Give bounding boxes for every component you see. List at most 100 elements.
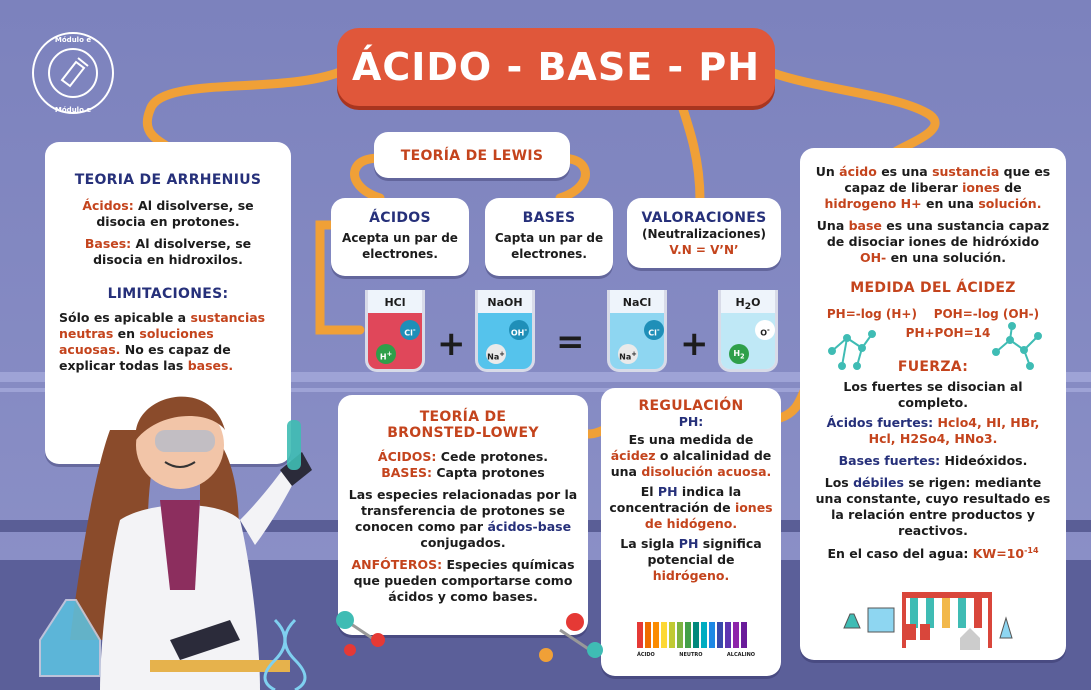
regulacion-heading: REGULACIÓN	[638, 398, 744, 414]
weak-hl: débiles	[853, 475, 904, 490]
reg-text: o alcalinidad de una	[610, 448, 772, 479]
wall-stripe-thin	[0, 388, 1091, 392]
equals-sign: =	[556, 322, 585, 362]
bronsted-heading-2: BRONSTED-LOWEY	[387, 425, 539, 441]
limitations-text: Sólo es apicable a sustancias neutras en…	[59, 310, 277, 374]
lewis-bases-text: Capta un par de electrones.	[494, 231, 604, 261]
strong-acids-label: Ácidos fuertes:	[826, 415, 934, 430]
def-hl: base	[848, 218, 882, 233]
weak-post: se rigen: mediante una constante, cuyo r…	[815, 475, 1051, 538]
fuerza-text: Los fuertes se disocian al completo.	[843, 379, 1023, 410]
ion-charge: +	[631, 350, 637, 358]
ion-text: Cl	[404, 328, 413, 338]
water-text: En el caso del agua:	[827, 546, 969, 562]
ph-sum-formula: PH+POH=14	[905, 326, 991, 340]
limitations-heading: LIMITACIONES:	[107, 286, 229, 302]
molecule-icon	[828, 330, 876, 370]
scale-alkaline-label: ALCALINO	[726, 652, 755, 658]
lab-equipment-icon	[843, 592, 1013, 650]
molecule-icon	[992, 322, 1042, 370]
beaker-nacl: NaCl Cl- Na+	[607, 290, 667, 372]
bronsted-card: TEORÍA DE BRONSTED-LOWEY ÁCIDOS: Cede pr…	[338, 395, 588, 635]
reg-hl: PH	[657, 484, 678, 499]
valoraciones-formula: V.N = V’N’	[669, 243, 739, 257]
formula-sub: 2	[744, 301, 752, 313]
bronsted-bases-label: BASES:	[381, 465, 432, 480]
scale-neutral-label: NEUTRO	[679, 652, 703, 658]
lewis-bases-title: BASES	[522, 210, 576, 226]
def-text: es una	[881, 164, 928, 179]
reg-hl: hidrógeno.	[652, 568, 730, 583]
ion-charge: -	[656, 326, 660, 334]
ion-charge: -	[412, 326, 416, 334]
plus-sign: +	[680, 324, 709, 364]
regulacion-p1: Es una medida de ácidez o alcalinidad de…	[609, 432, 773, 480]
valoraciones-title: VALORACIONES	[641, 210, 767, 226]
definitions-card: Un ácido es una sustancia que es capaz d…	[800, 148, 1066, 660]
ion-oxygen: O-	[755, 320, 775, 340]
ph-formulas: PH=-log (H+) POH=-log (OH-)	[812, 306, 1054, 322]
ion-charge: +	[499, 350, 505, 358]
def-text: en una	[925, 196, 974, 211]
acids-label: Ácidos:	[82, 198, 134, 213]
ion-sodium: Na+	[486, 344, 506, 364]
beaker-label: NaOH	[487, 296, 523, 309]
pairs-tail: conjugados.	[420, 535, 506, 550]
strong-bases-text: Hideóxidos.	[944, 453, 1028, 468]
valoraciones-subtitle: (Neutralizaciones)	[641, 227, 767, 241]
kw-exponent: -14	[1024, 546, 1039, 555]
def-hl: OH-	[859, 250, 887, 265]
regulacion-sub: PH:	[678, 414, 704, 429]
bases-text: Al disolverse, se disocia en hidroxilos.	[93, 236, 252, 267]
ion-text: OH	[510, 328, 525, 338]
reg-text: indica la concentración de	[609, 484, 742, 515]
limits-hl-1: sustancias neutras	[59, 310, 266, 341]
formula-h: H	[735, 296, 745, 309]
poh-formula: POH=-log (OH-)	[933, 307, 1040, 321]
svg-text:Módulo e: Módulo e	[55, 106, 91, 114]
ion-text: Na	[487, 352, 500, 362]
acid-definition: Un ácido es una sustancia que es capaz d…	[812, 164, 1054, 212]
page-title: ÁCIDO - BASE - PH	[337, 28, 775, 106]
amph-label: ANFÓTEROS:	[351, 557, 443, 572]
ph-scale-labels: ÁCIDO NEUTRO ALCALINO	[637, 652, 755, 658]
reg-hl: ácidez	[610, 448, 656, 463]
beaker-hcl: HCl Cl- H+	[365, 290, 425, 372]
scale-acid-label: ÁCIDO	[637, 652, 655, 658]
limits-hl-3: bases.	[187, 358, 234, 373]
water-constant: En el caso del agua: KW=10-14	[812, 543, 1054, 562]
def-hl: iones	[962, 180, 1000, 195]
bases-label: Bases:	[84, 236, 132, 251]
beaker-label: NaCl	[622, 296, 652, 309]
strong-acids: Ácidos fuertes: Hclo4, HI, HBr, Hcl, H2S…	[812, 415, 1054, 447]
fuerza-heading: FUERZA:	[897, 359, 969, 375]
beaker-naoh: NaOH OH- Na+	[475, 290, 535, 372]
lewis-heading: TEORÍA DE LEWIS	[400, 148, 544, 164]
ion-text: H	[379, 352, 387, 362]
regulacion-card: REGULACIÓN PH: Es una medida de ácidez o…	[601, 388, 781, 676]
reg-text: significa potencial de	[647, 536, 762, 567]
ph-scale-tubes	[637, 620, 755, 650]
ion-charge: -	[524, 326, 528, 334]
arrhenius-heading: TEORIA DE ARRHENIUS	[74, 172, 262, 188]
bronsted-acids: ÁCIDOS: Cede protones.	[348, 449, 578, 465]
ion-hydrogen: H2	[729, 344, 749, 364]
ph-scale-icon	[637, 622, 747, 648]
regulacion-p2: El PH indica la concentración de iones d…	[609, 484, 773, 532]
strong-bases: Bases fuertes: Hideóxidos.	[812, 453, 1054, 469]
reg-hl: PH	[678, 536, 699, 551]
strong-acids-list: Hclo4, HI, HBr, Hcl, H2So4, HNo3.	[868, 415, 1040, 446]
reg-text: El	[640, 484, 654, 499]
medida-heading: MEDIDA DEL ÁCIDEZ	[850, 280, 1016, 296]
module-logo: Módulo e Módulo e	[28, 28, 118, 118]
ion-text: H	[733, 349, 741, 358]
bronsted-acids-label: ÁCIDOS:	[377, 449, 437, 464]
def-hl: sustancia	[932, 164, 1000, 179]
lewis-acids-text: Acepta un par de electrones.	[342, 231, 458, 261]
bronsted-bases-text: Capta protones	[436, 465, 545, 480]
ion-sodium: Na+	[618, 344, 638, 364]
lewis-acids-title: ÁCIDOS	[369, 210, 431, 226]
bronsted-heading-1: TEORÍA DE	[419, 409, 507, 425]
kw-value: KW=10	[972, 546, 1025, 562]
